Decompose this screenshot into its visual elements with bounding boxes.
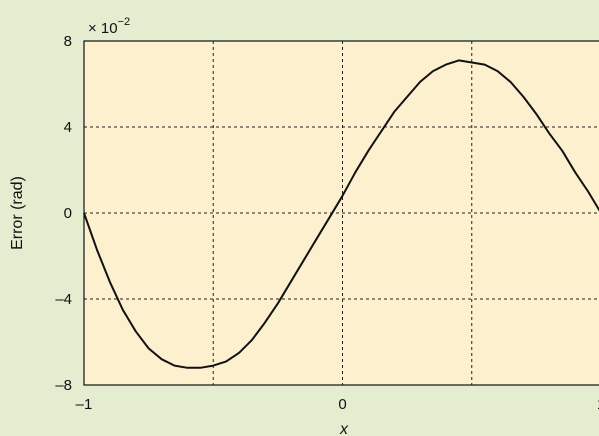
plot-area	[84, 41, 599, 385]
y-tick-label: 0	[64, 205, 72, 222]
y-multiplier-label: × 10−2	[88, 16, 130, 37]
y-tick-label: 4	[64, 119, 72, 136]
plot-border	[83, 40, 599, 386]
y-tick-labels: 8 4 0 –4 –8	[55, 33, 72, 394]
x-tick-labels: –1 0 1	[76, 396, 599, 413]
x-axis-label: x	[339, 421, 349, 436]
y-tick-label: –4	[55, 291, 72, 308]
y-axis-label: Error (rad)	[9, 176, 26, 250]
error-curve	[83, 59, 599, 369]
y-multiplier-exponent: −2	[118, 16, 131, 28]
x-tick-label: 0	[338, 396, 346, 413]
y-tick-label: 8	[64, 33, 72, 50]
x-tick-label: 1	[597, 396, 599, 413]
grid	[84, 41, 599, 385]
y-multiplier-base: × 10	[88, 20, 118, 37]
x-tick-label: –1	[76, 396, 93, 413]
y-tick-label: –8	[55, 377, 72, 394]
